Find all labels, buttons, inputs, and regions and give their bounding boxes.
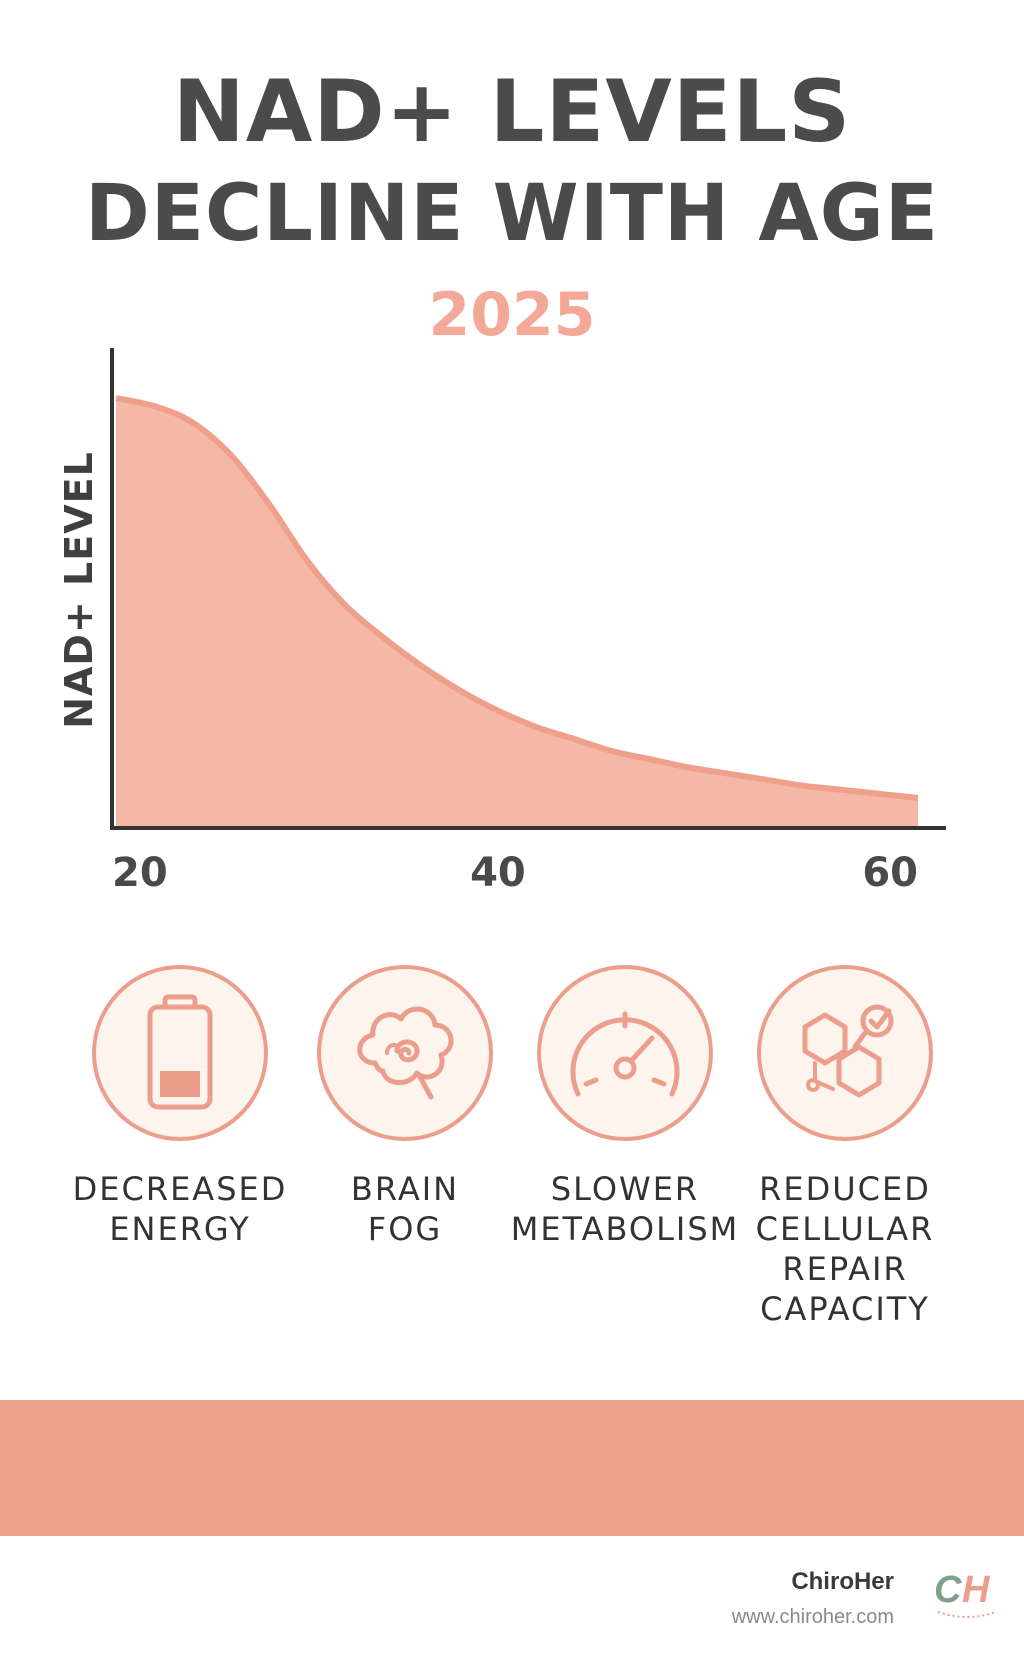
year-label: 2025 [428,280,596,350]
svg-text:C: C [934,1569,962,1611]
brand-name: ChiroHer [791,1568,894,1595]
x-tick-label-40: 40 [470,850,526,896]
x-tick-label-20: 20 [112,850,168,896]
effect-icon-circle [757,965,933,1141]
brand-url[interactable]: www.chiroher.com [731,1606,894,1628]
y-axis-label: NAD+ LEVEL [57,451,101,729]
chiroher-logo-icon: C H [934,1569,997,1618]
area-top-line [115,395,919,801]
effect-icon-circle [92,965,268,1141]
effect-label: REDUCED CELLULAR REPAIR CAPACITY [755,1170,935,1328]
effect-icon-circle [537,965,713,1141]
x-tick-label-60: 60 [862,850,918,896]
title-line-1: NAD+ LEVELS [172,62,852,162]
effect-label: SLOWER METABOLISM [510,1170,740,1248]
nad-decline-chart: 20 40 60 NAD+ LEVEL [57,348,946,896]
cell-repair-icon [802,1004,894,1098]
effect-label: BRAIN FOG [350,1170,460,1248]
area-fill [116,398,918,826]
speedometer-icon [570,1011,680,1097]
title-line-2: DECLINE WITH AGE [84,169,940,259]
effect-decreased-energy: DECREASED ENERGY [60,965,300,1249]
effect-slower-metabolism: SLOWER METABOLISM [505,965,745,1249]
battery-low-icon [147,994,213,1110]
accent-band [0,1400,1024,1536]
brain-fog-icon [357,1006,454,1100]
effect-reduced-cellular-repair: REDUCED CELLULAR REPAIR CAPACITY [725,965,965,1329]
effect-label: DECREASED ENERGY [72,1170,288,1248]
svg-text:H: H [962,1569,991,1611]
effect-brain-fog: BRAIN FOG [285,965,525,1249]
effect-icon-circle [317,965,493,1141]
